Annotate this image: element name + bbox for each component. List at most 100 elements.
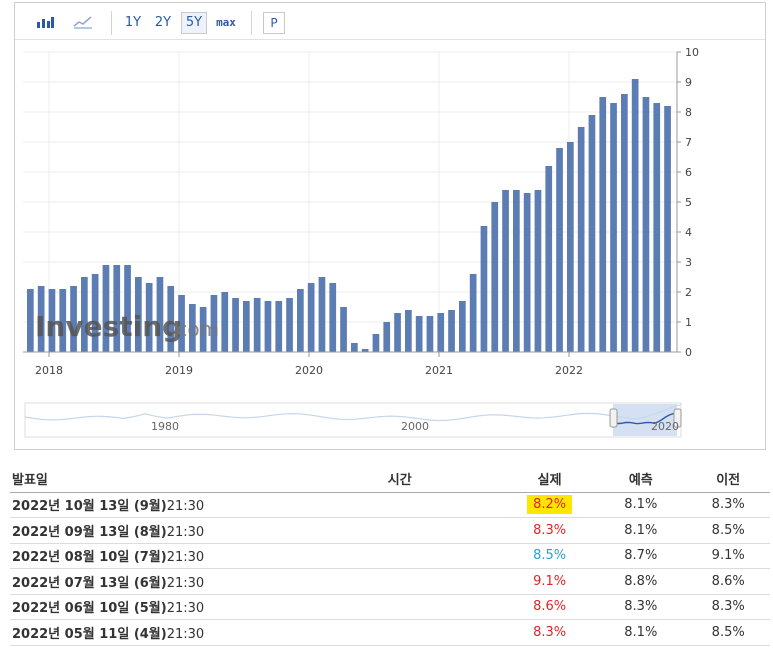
col-time[interactable]: 시간 xyxy=(222,465,504,493)
bar[interactable] xyxy=(653,103,661,352)
bar[interactable] xyxy=(221,292,229,352)
y-tick-label: 7 xyxy=(685,136,692,149)
bar[interactable] xyxy=(588,115,596,352)
y-tick-label: 9 xyxy=(685,76,692,89)
bar[interactable] xyxy=(459,301,466,352)
navigator-frame xyxy=(24,402,682,438)
bar[interactable] xyxy=(102,265,110,352)
bar[interactable] xyxy=(523,193,531,352)
forecast-value: 8.3% xyxy=(595,594,687,620)
chart-navigator[interactable]: 1980 2000 2020 xyxy=(24,402,682,438)
bar[interactable] xyxy=(556,148,563,352)
bar-chart-icon[interactable] xyxy=(33,12,57,34)
bar[interactable] xyxy=(91,274,99,352)
bar[interactable] xyxy=(610,103,617,352)
bar[interactable] xyxy=(567,142,574,352)
bar[interactable] xyxy=(664,106,671,352)
navigator-left-handle[interactable] xyxy=(609,408,618,428)
navigator-year-label: 2020 xyxy=(651,420,679,433)
bar[interactable] xyxy=(70,286,77,352)
bar[interactable] xyxy=(318,277,326,352)
range-1y-button[interactable]: 1Y xyxy=(124,15,142,30)
bar[interactable] xyxy=(199,307,207,352)
table-header-row: 발표일 시간 실제 예측 이전 xyxy=(10,465,770,493)
bar[interactable] xyxy=(27,289,34,352)
release-date-cell: 2022년 09월 13일 (8월)21:30 xyxy=(10,517,504,544)
actual-value: 9.1% xyxy=(533,573,567,589)
bar[interactable] xyxy=(577,127,585,352)
bar[interactable] xyxy=(167,286,175,352)
bar[interactable] xyxy=(426,316,434,352)
bar[interactable] xyxy=(621,94,628,352)
bar[interactable] xyxy=(113,265,121,352)
bar[interactable] xyxy=(513,190,520,352)
bar[interactable] xyxy=(232,298,239,352)
bar[interactable] xyxy=(448,310,455,352)
col-release-date[interactable]: 발표일 xyxy=(10,465,223,493)
actual-value: 8.5% xyxy=(533,548,567,564)
bar[interactable] xyxy=(631,79,639,352)
col-previous[interactable]: 이전 xyxy=(686,465,770,493)
col-forecast[interactable]: 예측 xyxy=(595,465,687,493)
bar[interactable] xyxy=(545,166,553,352)
bar[interactable] xyxy=(642,97,650,352)
bar[interactable] xyxy=(361,349,369,352)
forecast-value: 8.7% xyxy=(595,543,687,569)
bar[interactable] xyxy=(405,310,412,352)
range-max-button[interactable]: max xyxy=(216,16,236,29)
bar[interactable] xyxy=(383,322,391,352)
bar[interactable] xyxy=(480,226,488,352)
x-tick-label: 2019 xyxy=(165,364,193,377)
bar[interactable] xyxy=(178,295,185,352)
bar[interactable] xyxy=(275,301,283,352)
bar[interactable] xyxy=(37,286,45,352)
bar[interactable] xyxy=(286,298,293,352)
navigator-right-handle[interactable] xyxy=(673,408,682,428)
x-tick-label: 2021 xyxy=(425,364,453,377)
bar[interactable] xyxy=(48,289,56,352)
bar[interactable] xyxy=(469,274,477,352)
bar[interactable] xyxy=(253,298,261,352)
previous-value: 8.6% xyxy=(686,568,770,595)
y-tick-label: 8 xyxy=(685,106,692,119)
line-chart-icon[interactable] xyxy=(71,12,95,34)
bar[interactable] xyxy=(59,289,67,352)
bar[interactable] xyxy=(415,316,423,352)
bar[interactable] xyxy=(189,304,196,352)
bar[interactable] xyxy=(340,307,347,352)
col-actual[interactable]: 실제 xyxy=(504,465,596,493)
bar[interactable] xyxy=(502,190,509,352)
y-tick-label: 0 xyxy=(685,346,692,359)
bar[interactable] xyxy=(329,283,337,352)
bar[interactable] xyxy=(351,343,358,352)
y-tick-label: 10 xyxy=(685,46,699,59)
navigator-selection[interactable] xyxy=(613,404,677,436)
bar[interactable] xyxy=(372,334,380,352)
bar[interactable] xyxy=(243,301,250,352)
bar-chart: Investing .com 0 1 2 3 4 5 6 7 8 9 10 2018 2019 2020… xyxy=(23,46,699,438)
bar[interactable] xyxy=(394,313,401,352)
bar[interactable] xyxy=(599,97,607,352)
bar[interactable] xyxy=(145,283,153,352)
bar[interactable] xyxy=(81,277,88,352)
previous-value: 8.3% xyxy=(686,492,770,518)
table-row: 2022년 07월 13일 (6월)21:30 9.1% 8.8% 8.6% xyxy=(10,568,770,595)
range-5y-button[interactable]: 5Y xyxy=(181,12,207,34)
range-2y-button[interactable]: 2Y xyxy=(154,15,172,30)
bar[interactable] xyxy=(437,313,445,352)
release-time: 21:30 xyxy=(166,524,205,540)
table-row: 2022년 05월 11일 (4월)21:30 8.3% 8.1% 8.5% xyxy=(10,619,770,646)
p-button[interactable]: P xyxy=(263,12,285,34)
bar[interactable] xyxy=(135,277,142,352)
bar[interactable] xyxy=(264,301,272,352)
bar[interactable] xyxy=(297,289,304,352)
bar[interactable] xyxy=(156,277,164,352)
bar[interactable] xyxy=(534,190,542,352)
previous-value: 8.5% xyxy=(686,517,770,544)
bar[interactable] xyxy=(210,295,218,352)
y-tick-label: 1 xyxy=(685,316,692,329)
bar[interactable] xyxy=(124,265,131,352)
table-row: 2022년 10월 13일 (9월)21:30 8.2% 8.1% 8.3% xyxy=(10,492,770,518)
bar[interactable] xyxy=(307,283,315,352)
bar[interactable] xyxy=(491,202,499,352)
